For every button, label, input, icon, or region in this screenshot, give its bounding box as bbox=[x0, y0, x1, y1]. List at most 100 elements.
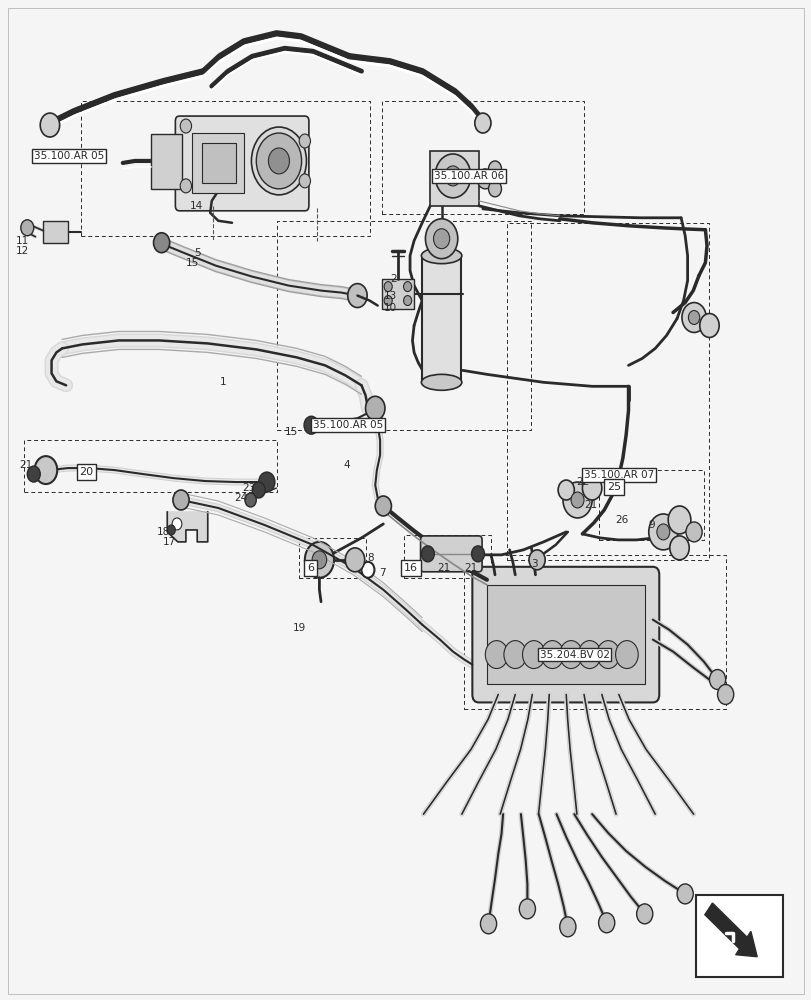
Ellipse shape bbox=[421, 248, 461, 264]
Circle shape bbox=[425, 219, 457, 259]
Ellipse shape bbox=[251, 127, 306, 195]
FancyBboxPatch shape bbox=[175, 116, 308, 211]
Bar bbox=[202, 143, 236, 183]
Circle shape bbox=[172, 518, 182, 530]
Text: 2: 2 bbox=[389, 274, 396, 284]
Polygon shape bbox=[167, 512, 208, 542]
Text: 4: 4 bbox=[343, 460, 350, 470]
Text: 23: 23 bbox=[242, 483, 255, 493]
Circle shape bbox=[562, 482, 591, 518]
Circle shape bbox=[656, 524, 669, 540]
Circle shape bbox=[35, 456, 57, 484]
Circle shape bbox=[347, 284, 367, 308]
Text: 8: 8 bbox=[367, 553, 373, 563]
Text: 21: 21 bbox=[583, 500, 597, 510]
Circle shape bbox=[519, 899, 534, 919]
Circle shape bbox=[435, 154, 470, 198]
Text: 9: 9 bbox=[648, 520, 654, 530]
Text: 10: 10 bbox=[384, 303, 397, 313]
Circle shape bbox=[311, 551, 326, 569]
Circle shape bbox=[488, 181, 501, 197]
Circle shape bbox=[180, 119, 191, 133]
Text: 24: 24 bbox=[234, 493, 247, 503]
Circle shape bbox=[557, 480, 573, 500]
Text: 11: 11 bbox=[16, 236, 29, 246]
Text: 35.100.AR 06: 35.100.AR 06 bbox=[434, 171, 504, 181]
Circle shape bbox=[485, 641, 508, 669]
Text: 15: 15 bbox=[285, 427, 298, 437]
Circle shape bbox=[471, 546, 484, 562]
Circle shape bbox=[480, 914, 496, 934]
Circle shape bbox=[709, 670, 725, 689]
FancyBboxPatch shape bbox=[420, 536, 482, 572]
Circle shape bbox=[474, 113, 491, 133]
Text: 18: 18 bbox=[157, 527, 169, 537]
Text: 35.100.AR 05: 35.100.AR 05 bbox=[312, 420, 383, 430]
Circle shape bbox=[444, 166, 461, 186]
Circle shape bbox=[433, 229, 449, 249]
Circle shape bbox=[365, 396, 384, 420]
Circle shape bbox=[298, 134, 310, 148]
Text: 22: 22 bbox=[575, 477, 589, 487]
Circle shape bbox=[488, 161, 501, 177]
Circle shape bbox=[598, 913, 614, 933]
Circle shape bbox=[41, 113, 59, 137]
Circle shape bbox=[596, 641, 619, 669]
Circle shape bbox=[403, 282, 411, 292]
Circle shape bbox=[676, 884, 693, 904]
Circle shape bbox=[477, 169, 493, 189]
Circle shape bbox=[540, 641, 563, 669]
Text: 17: 17 bbox=[163, 537, 176, 547]
Circle shape bbox=[669, 536, 689, 560]
Bar bbox=[695, 895, 782, 977]
Circle shape bbox=[648, 514, 677, 550]
Text: 5: 5 bbox=[194, 248, 200, 258]
Text: 7: 7 bbox=[379, 568, 385, 578]
Circle shape bbox=[528, 550, 544, 570]
FancyBboxPatch shape bbox=[472, 567, 659, 702]
Text: 35.204.BV 02: 35.204.BV 02 bbox=[539, 650, 609, 660]
Circle shape bbox=[667, 506, 690, 534]
Bar bbox=[191, 133, 244, 193]
Text: 20: 20 bbox=[79, 467, 93, 477]
Bar bbox=[151, 134, 182, 189]
Circle shape bbox=[153, 233, 169, 253]
Bar bbox=[487, 585, 644, 684]
Text: 35.100.AR 05: 35.100.AR 05 bbox=[34, 151, 104, 161]
Circle shape bbox=[167, 525, 175, 535]
Text: 12: 12 bbox=[16, 246, 29, 256]
Text: 1: 1 bbox=[220, 377, 226, 387]
Bar bbox=[430, 151, 478, 206]
Circle shape bbox=[699, 314, 719, 337]
Circle shape bbox=[268, 148, 289, 174]
Circle shape bbox=[581, 476, 601, 500]
Bar bbox=[422, 258, 461, 382]
Text: 35.100.AR 07: 35.100.AR 07 bbox=[583, 470, 654, 480]
Circle shape bbox=[361, 562, 374, 578]
Circle shape bbox=[522, 641, 544, 669]
Circle shape bbox=[345, 548, 364, 572]
Circle shape bbox=[681, 303, 706, 332]
Circle shape bbox=[717, 684, 733, 704]
Circle shape bbox=[688, 311, 699, 324]
Text: 21: 21 bbox=[436, 563, 449, 573]
Text: 25: 25 bbox=[606, 482, 620, 492]
Circle shape bbox=[384, 282, 392, 292]
Circle shape bbox=[173, 490, 189, 510]
Text: 14: 14 bbox=[190, 201, 203, 211]
Text: 13: 13 bbox=[384, 291, 397, 301]
Circle shape bbox=[570, 492, 583, 508]
Circle shape bbox=[256, 133, 301, 189]
Circle shape bbox=[304, 542, 333, 578]
Text: 21: 21 bbox=[19, 460, 32, 470]
Text: 26: 26 bbox=[614, 515, 627, 525]
FancyArrow shape bbox=[704, 903, 757, 957]
Text: 3: 3 bbox=[530, 559, 538, 569]
Text: 21: 21 bbox=[464, 563, 477, 573]
Circle shape bbox=[252, 482, 265, 498]
Circle shape bbox=[636, 904, 652, 924]
Circle shape bbox=[559, 917, 575, 937]
Circle shape bbox=[21, 220, 34, 236]
Text: 6: 6 bbox=[307, 563, 314, 573]
Text: 16: 16 bbox=[403, 563, 418, 573]
